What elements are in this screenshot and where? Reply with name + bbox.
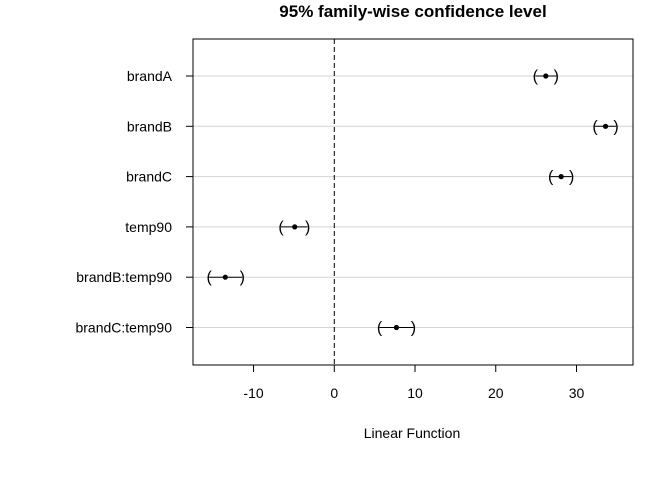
interval-lower-bracket: ( (533, 68, 539, 85)
x-tick-label: -10 (243, 385, 263, 401)
interval-upper-bracket: ) (240, 269, 245, 286)
interval-lower-bracket: ( (377, 320, 383, 337)
estimate-point (558, 174, 564, 180)
interval-lower-bracket: ( (206, 269, 212, 286)
y-tick-label: brandA (127, 68, 173, 84)
plot-frame (192, 38, 634, 366)
interval-upper-bracket: ) (554, 68, 559, 85)
y-tick-label: temp90 (125, 219, 172, 235)
interval-lower-bracket: ( (278, 219, 284, 236)
estimate-point (602, 123, 609, 129)
y-tick-label: brandB:temp90 (76, 269, 172, 285)
estimate-point (393, 324, 400, 331)
x-tick-label: 0 (330, 385, 338, 401)
x-axis: -10 0 10 20 30 (243, 364, 585, 401)
interval-upper-bracket: ) (305, 219, 310, 236)
interval-upper-bracket: ) (411, 320, 416, 337)
x-tick-label: 30 (569, 385, 585, 401)
estimate-point (222, 274, 228, 280)
x-tick-label: 20 (488, 385, 504, 401)
chart-title: 95% family-wise confidence level (279, 2, 546, 21)
y-tick-label: brandC (126, 169, 172, 185)
interval-lower-bracket: ( (592, 118, 598, 135)
y-axis-tick-labels: brandA brandB brandC temp90 brandB:temp90 bra… (75, 68, 193, 336)
interval-upper-bracket: ) (613, 118, 618, 135)
grid-lines (193, 75, 633, 328)
confidence-intervals: () () () () () () (206, 68, 618, 337)
estimate-point (543, 73, 549, 79)
interval-upper-bracket: ) (569, 169, 574, 186)
y-tick-label: brandC:temp90 (75, 320, 172, 336)
y-tick-label: brandB (127, 118, 172, 134)
estimate-point (292, 224, 298, 230)
x-axis-label: Linear Function (364, 425, 461, 441)
x-tick-label: 10 (407, 385, 423, 401)
interval-lower-bracket: ( (548, 169, 554, 186)
